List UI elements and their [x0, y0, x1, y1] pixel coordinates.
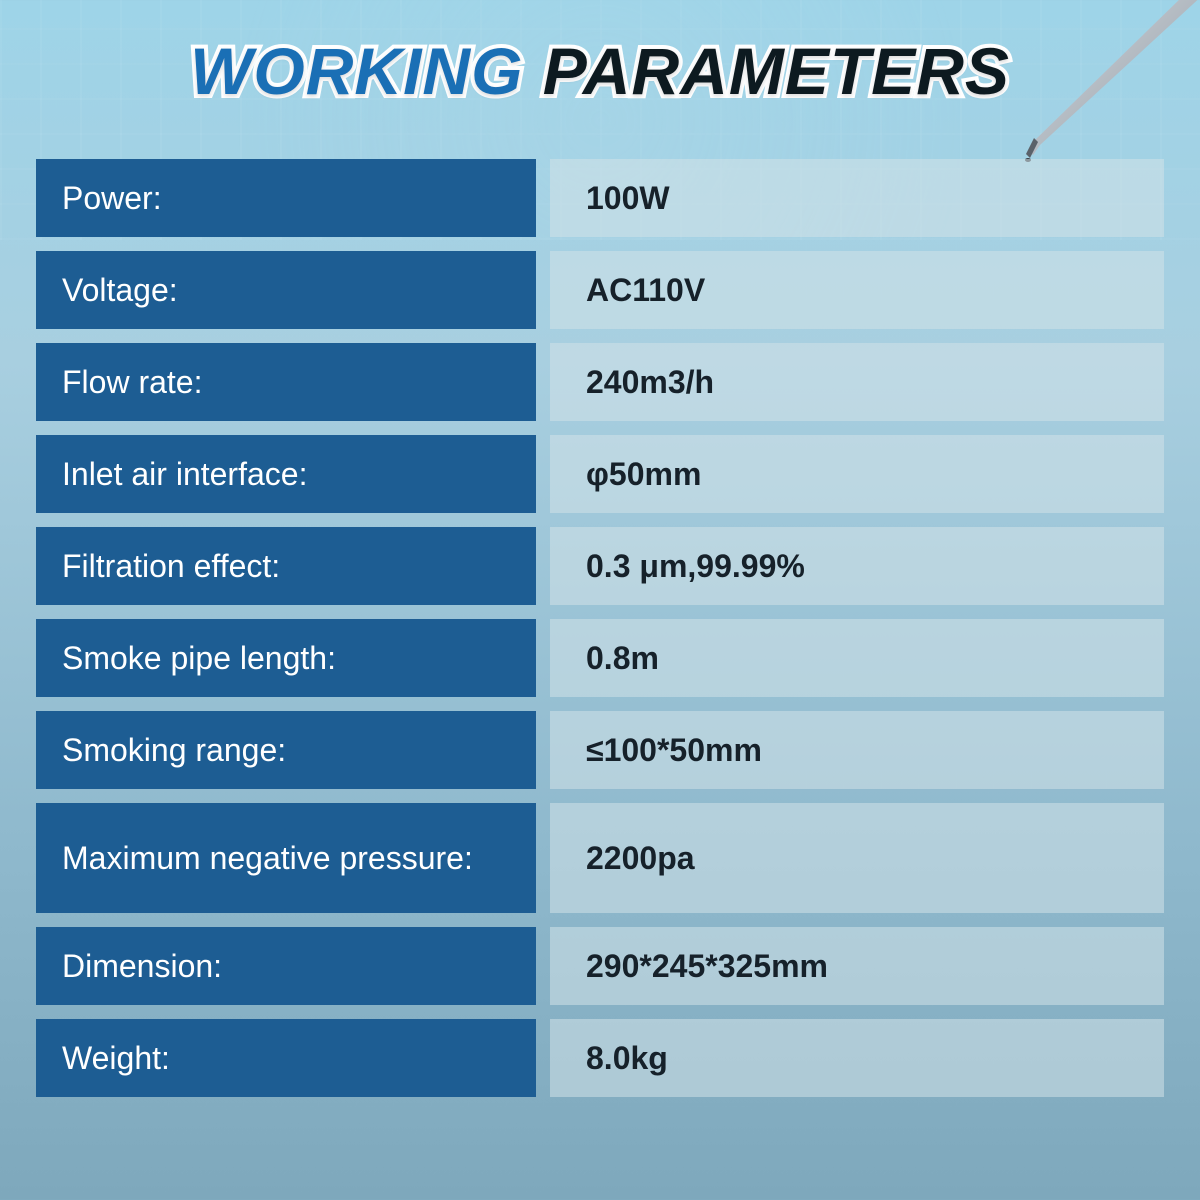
table-row: Inlet air interface:φ50mm [36, 435, 1164, 513]
title-word-working: WORKING [190, 34, 523, 108]
table-row: Voltage:AC110V [36, 251, 1164, 329]
param-value: 240m3/h [550, 343, 1164, 421]
param-label: Power: [36, 159, 536, 237]
param-label: Maximum negative pressure: [36, 803, 536, 913]
param-value: 8.0kg [550, 1019, 1164, 1097]
table-row: Smoke pipe length:0.8m [36, 619, 1164, 697]
table-row: Dimension:290*245*325mm [36, 927, 1164, 1005]
table-row: Filtration effect:0.3 μm,99.99% [36, 527, 1164, 605]
title-word-parameters: PARAMETERS [543, 34, 1010, 108]
param-label: Filtration effect: [36, 527, 536, 605]
table-row: Weight:8.0kg [36, 1019, 1164, 1097]
param-value: 100W [550, 159, 1164, 237]
param-value: φ50mm [550, 435, 1164, 513]
param-label: Smoking range: [36, 711, 536, 789]
param-value: 0.8m [550, 619, 1164, 697]
param-value: ≤100*50mm [550, 711, 1164, 789]
param-label: Flow rate: [36, 343, 536, 421]
page-title: WORKING PARAMETERS [190, 38, 1010, 104]
table-row: Maximum negative pressure:2200pa [36, 803, 1164, 913]
param-label: Weight: [36, 1019, 536, 1097]
param-value: AC110V [550, 251, 1164, 329]
param-value: 290*245*325mm [550, 927, 1164, 1005]
param-label: Smoke pipe length: [36, 619, 536, 697]
param-value: 0.3 μm,99.99% [550, 527, 1164, 605]
table-row: Power:100W [36, 159, 1164, 237]
table-row: Flow rate:240m3/h [36, 343, 1164, 421]
header: WORKING PARAMETERS [0, 0, 1200, 159]
param-value: 2200pa [550, 803, 1164, 913]
parameters-table: Power:100WVoltage:AC110VFlow rate:240m3/… [36, 159, 1164, 1097]
table-row: Smoking range:≤100*50mm [36, 711, 1164, 789]
param-label: Inlet air interface: [36, 435, 536, 513]
param-label: Dimension: [36, 927, 536, 1005]
param-label: Voltage: [36, 251, 536, 329]
